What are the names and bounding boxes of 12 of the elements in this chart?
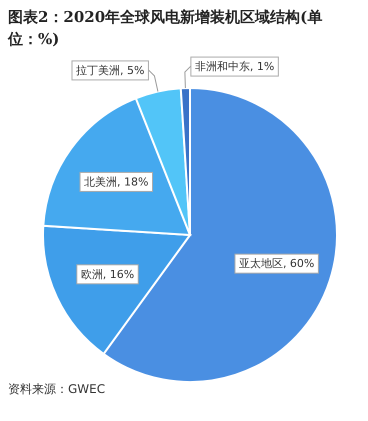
data-label: , 1%	[250, 60, 274, 74]
data-label: , 5%	[120, 64, 144, 77]
slice-label: 拉丁美洲	[76, 64, 120, 77]
data-label: , 18%	[117, 175, 148, 188]
chart-title: 图表2：2020年全球风电新增装机区域结构(单位：%)	[7, 8, 322, 48]
slice-label: 亚太地区	[238, 257, 283, 270]
slice-label: 非洲和中东	[194, 60, 250, 74]
data-label: , 16%	[102, 268, 134, 281]
slice-label: 北美洲	[84, 175, 118, 188]
slice-label: 欧洲	[80, 268, 103, 281]
text: 资料来源：GWEC	[8, 382, 106, 396]
data-label: , 60%	[282, 257, 314, 270]
